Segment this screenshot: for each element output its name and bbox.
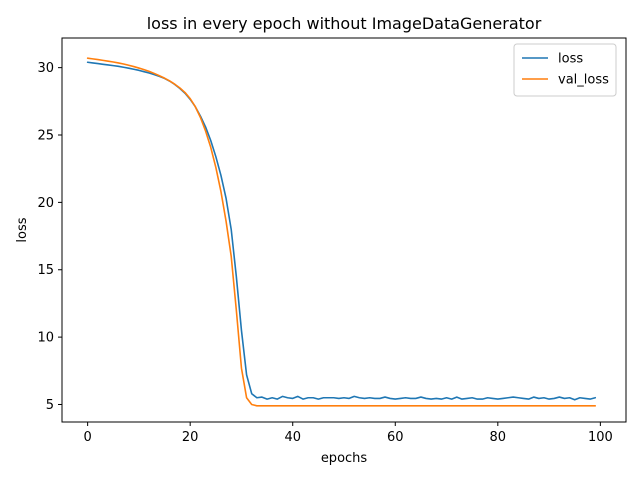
legend-label: loss bbox=[558, 52, 583, 67]
y-tick-label: 10 bbox=[37, 331, 54, 346]
y-tick-label: 15 bbox=[37, 263, 54, 278]
y-tick-label: 25 bbox=[37, 129, 54, 144]
chart-title: loss in every epoch without ImageDataGen… bbox=[147, 14, 542, 33]
x-axis-title: epochs bbox=[321, 451, 368, 466]
y-axis-title: loss bbox=[15, 217, 30, 242]
legend-label: val_loss bbox=[558, 73, 609, 88]
x-tick-label: 40 bbox=[284, 430, 301, 445]
series-line-val-loss bbox=[86, 57, 597, 407]
legend: loss val_loss bbox=[513, 43, 617, 97]
y-tick-label: 30 bbox=[37, 61, 54, 76]
y-axis: 5 10 15 20 25 30 bbox=[37, 61, 62, 413]
plot-frame bbox=[61, 37, 627, 423]
y-tick-label: 20 bbox=[37, 196, 54, 211]
x-tick-label: 0 bbox=[83, 430, 91, 445]
x-tick-label: 80 bbox=[490, 430, 507, 445]
x-axis: 0 20 40 60 80 100 bbox=[83, 422, 613, 445]
y-tick-label: 5 bbox=[46, 398, 54, 413]
x-tick-label: 20 bbox=[182, 430, 199, 445]
x-tick-label: 60 bbox=[387, 430, 404, 445]
x-tick-label: 100 bbox=[588, 430, 613, 445]
legend-box bbox=[513, 43, 617, 97]
series-layer bbox=[86, 57, 597, 407]
